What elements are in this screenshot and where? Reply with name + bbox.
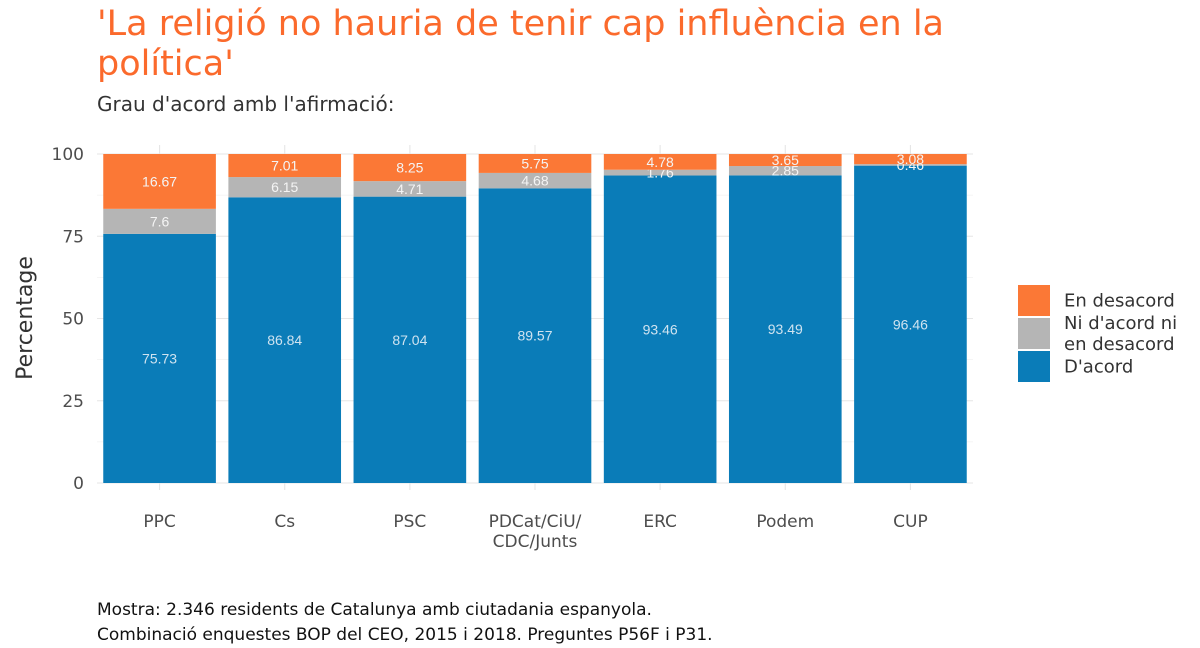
x-tick-label: ERC bbox=[643, 512, 677, 532]
x-tick-label: PDCat/CiU/ bbox=[489, 512, 582, 532]
bar-value-label: 5.75 bbox=[521, 155, 548, 171]
bar-value-label: 7.6 bbox=[150, 213, 170, 229]
bar-segment bbox=[854, 165, 967, 483]
bar-segment bbox=[603, 175, 717, 483]
caption-line-source: Combinació enquestes BOP del CEO, 2015 i… bbox=[97, 625, 713, 645]
x-tick-label: CDC/Junts bbox=[493, 532, 578, 552]
bar-value-label: 6.15 bbox=[271, 179, 298, 195]
legend-label: D'acord bbox=[1064, 357, 1133, 378]
legend-label: Ni d'acord ni bbox=[1064, 313, 1177, 334]
chart-title: 'La religió no hauria de tenir cap influ… bbox=[97, 4, 944, 84]
y-tick-label: 50 bbox=[62, 310, 84, 330]
bar-segment bbox=[228, 154, 342, 178]
bar-segment bbox=[854, 164, 967, 166]
chart-caption: Mostra: 2.346 residents de Catalunya amb… bbox=[97, 598, 713, 648]
bar-value-label: 2.85 bbox=[772, 163, 799, 179]
legend-key bbox=[1018, 351, 1050, 382]
bar-value-label: 4.68 bbox=[521, 173, 548, 189]
bar-segment bbox=[353, 181, 467, 197]
bar-segment bbox=[478, 154, 592, 173]
bar-segment bbox=[228, 177, 342, 198]
bar-segment bbox=[228, 197, 342, 484]
y-tick-label: 25 bbox=[62, 392, 84, 412]
bar-segment bbox=[603, 169, 717, 176]
chart-subtitle: Grau d'acord amb l'afirmació: bbox=[97, 92, 395, 116]
y-tick-label: 100 bbox=[52, 145, 84, 165]
legend-label: en desacord bbox=[1064, 334, 1175, 355]
bar-segment bbox=[603, 154, 717, 170]
bar-value-label: 86.84 bbox=[267, 332, 302, 348]
x-tick-label: Podem bbox=[756, 512, 814, 532]
bar-segment bbox=[728, 175, 842, 483]
caption-line-sample: Mostra: 2.346 residents de Catalunya amb… bbox=[97, 600, 652, 620]
bar-segment bbox=[854, 154, 967, 165]
bar-value-label: 96.46 bbox=[893, 316, 928, 332]
bar-value-label: 93.49 bbox=[768, 321, 803, 337]
bar-segment bbox=[103, 208, 216, 234]
bar-segment bbox=[353, 154, 467, 182]
bar-value-label: 7.01 bbox=[271, 158, 298, 174]
bar-segment bbox=[478, 188, 592, 483]
bar-value-label: 93.46 bbox=[643, 321, 678, 337]
legend-label: En desacord bbox=[1064, 291, 1175, 312]
bar-value-label: 87.04 bbox=[392, 332, 427, 348]
bar-segment bbox=[728, 154, 842, 167]
bar-segment bbox=[103, 233, 216, 483]
x-tick-label: PPC bbox=[143, 512, 175, 532]
bar-value-label: 75.73 bbox=[142, 350, 177, 366]
bar-value-label: 16.67 bbox=[142, 173, 177, 189]
x-tick-label: Cs bbox=[274, 512, 295, 532]
bar-value-label: 3.65 bbox=[772, 152, 799, 168]
bar-value-label: 3.08 bbox=[897, 151, 924, 167]
legend-key bbox=[1018, 285, 1050, 316]
bar-segment bbox=[478, 172, 592, 189]
x-tick-label: PSC bbox=[393, 512, 426, 532]
y-tick-label: 75 bbox=[62, 227, 84, 247]
bar-segment bbox=[353, 196, 467, 483]
bar-segment bbox=[103, 154, 216, 209]
y-axis-title: Percentage bbox=[13, 256, 38, 380]
bar-value-label: 4.78 bbox=[647, 154, 674, 170]
y-tick-label: 0 bbox=[73, 474, 84, 494]
bar-value-label: 4.71 bbox=[396, 181, 423, 197]
bar-value-label: 89.57 bbox=[517, 328, 552, 344]
bar-segment bbox=[728, 166, 842, 176]
bar-value-label: 8.25 bbox=[396, 160, 423, 176]
x-tick-label: CUP bbox=[893, 512, 928, 532]
legend-key bbox=[1018, 318, 1050, 349]
